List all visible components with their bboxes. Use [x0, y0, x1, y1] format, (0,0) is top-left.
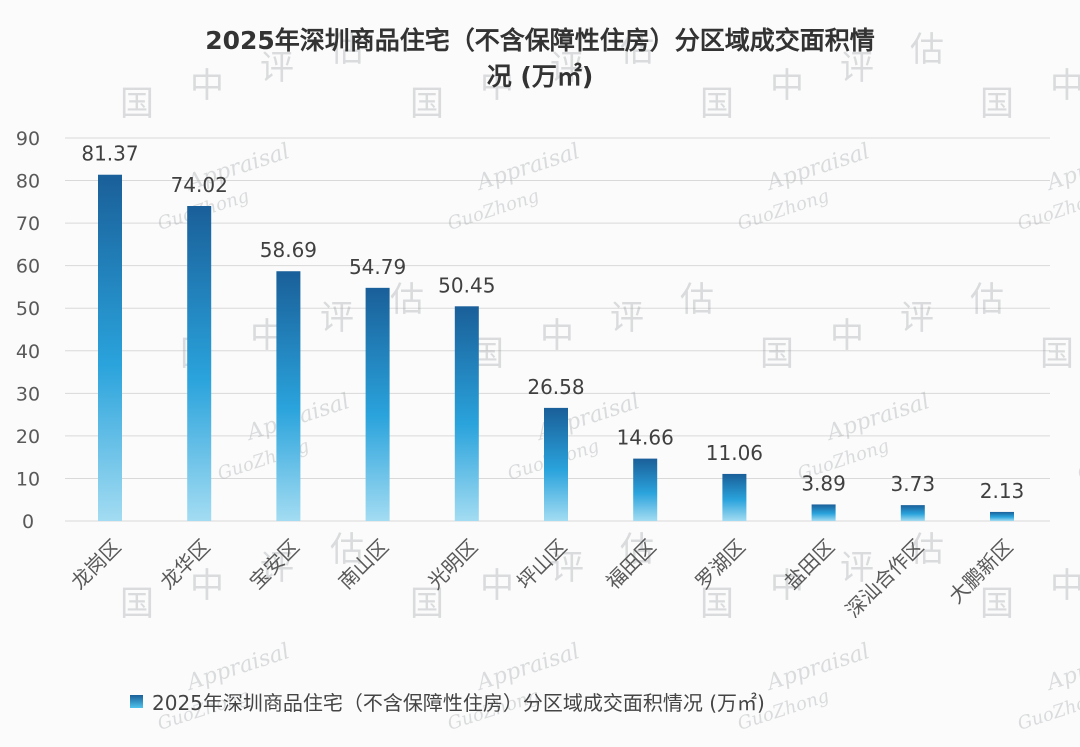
- bar: [990, 511, 1014, 521]
- y-tick-label: 0: [22, 511, 34, 533]
- bar: [633, 458, 658, 521]
- watermark-glyph: 估: [330, 30, 364, 70]
- y-tick-label: 20: [16, 426, 40, 448]
- chart-title-line-2: 况 (万㎡): [486, 62, 594, 91]
- watermark-glyph: 评: [320, 298, 354, 338]
- y-tick-label: 40: [16, 341, 40, 363]
- watermark-glyph: 评: [840, 548, 874, 588]
- bar: [276, 271, 301, 521]
- watermark-text: GuoZhong: [1075, 435, 1080, 484]
- watermark: 国中评估AppraisalGuoZhong国中评估AppraisalGuoZho…: [120, 30, 1080, 735]
- bar: [98, 174, 122, 521]
- watermark-glyph: 估: [330, 530, 364, 570]
- watermark-text: GuoZhong: [1015, 185, 1080, 234]
- bar: [454, 306, 479, 521]
- watermark-glyph: 国: [700, 84, 734, 124]
- watermark-glyph: 评: [550, 548, 584, 588]
- bar: [811, 504, 836, 521]
- watermark-glyph: 中: [1050, 66, 1080, 106]
- x-tick-label: 光明区: [423, 535, 482, 594]
- watermark-glyph: 评: [260, 48, 294, 88]
- gridlines: [65, 137, 1050, 522]
- watermark-glyph: 国: [120, 584, 154, 624]
- watermark-glyph: 中: [1050, 566, 1080, 606]
- bar: [544, 407, 568, 521]
- watermark-glyph: 中: [770, 66, 804, 106]
- watermark-glyph: 中: [190, 566, 224, 606]
- bar: [722, 473, 747, 521]
- y-tick-label: 90: [16, 128, 40, 150]
- watermark-glyph: 中: [190, 66, 224, 106]
- watermark-text: GuoZhong: [1015, 685, 1080, 734]
- watermark-glyph: 国: [410, 84, 444, 124]
- watermark-glyph: 估: [680, 280, 714, 320]
- data-label: 50.45: [438, 273, 495, 297]
- watermark-glyph: 评: [260, 548, 294, 588]
- watermark-glyph: 国: [760, 334, 794, 374]
- watermark-glyph: 估: [970, 280, 1004, 320]
- bar: [187, 206, 212, 521]
- y-axis: 0 10 20 30 40 50 60 70 80 90: [16, 128, 40, 533]
- watermark-glyph: 估: [620, 530, 654, 570]
- y-tick-label: 80: [16, 171, 40, 193]
- data-label: 3.89: [801, 471, 846, 495]
- watermark-glyph: 国: [1040, 334, 1074, 374]
- data-label: 58.69: [260, 238, 317, 262]
- watermark-glyph: 国: [980, 584, 1014, 624]
- watermark-glyph: 估: [390, 280, 424, 320]
- watermark-glyph: 中: [540, 316, 574, 356]
- y-tick-label: 30: [16, 383, 40, 405]
- data-label: 3.73: [891, 472, 936, 496]
- watermark-glyph: 评: [610, 298, 644, 338]
- data-label: 11.06: [706, 441, 763, 465]
- watermark-text: Appraisal: [1042, 639, 1080, 696]
- watermark-text: GuoZhong: [445, 185, 542, 234]
- watermark-glyph: 评: [840, 48, 874, 88]
- bars: [98, 174, 1014, 521]
- data-label: 54.79: [349, 255, 406, 279]
- watermark-glyph: 国: [120, 84, 154, 124]
- watermark-glyph: 国: [700, 584, 734, 624]
- watermark-glyph: 中: [480, 66, 514, 106]
- x-tick-label: 盐田区: [780, 535, 839, 594]
- y-tick-label: 50: [16, 298, 40, 320]
- watermark-glyph: 估: [910, 30, 944, 70]
- data-label: 14.66: [617, 426, 674, 450]
- y-tick-label: 60: [16, 256, 40, 278]
- data-label: 2.13: [980, 479, 1025, 503]
- bar: [900, 505, 925, 521]
- watermark-glyph: 中: [480, 566, 514, 606]
- watermark-text: GuoZhong: [735, 185, 832, 234]
- watermark-glyph: 中: [770, 566, 804, 606]
- chart-title-line-1: 2025年深圳商品住宅（不含保障性住房）分区域成交面积情: [205, 26, 875, 55]
- watermark-glyph: 评: [900, 298, 934, 338]
- watermark-glyph: 估: [910, 530, 944, 570]
- legend: 2025年深圳商品住宅（不含保障性住房）分区域成交面积情况 (万㎡): [130, 686, 765, 716]
- y-tick-label: 70: [16, 213, 40, 235]
- legend-label: 2025年深圳商品住宅（不含保障性住房）分区域成交面积情况 (万㎡): [152, 690, 765, 715]
- data-label: 26.58: [527, 375, 584, 399]
- x-tick-label: 龙岗区: [66, 535, 125, 594]
- watermark-glyph: 国: [980, 84, 1014, 124]
- legend-swatch: [130, 694, 143, 708]
- bar: [365, 287, 390, 521]
- watermark-glyph: 估: [620, 30, 654, 70]
- watermark-glyph: 评: [550, 48, 584, 88]
- data-label: 81.37: [81, 142, 138, 166]
- value-labels: 81.37 74.02 58.69 54.79 50.45 26.58 14.66 11.06…: [81, 142, 1024, 503]
- y-tick-label: 10: [16, 468, 40, 490]
- watermark-text: Appraisal: [1042, 139, 1080, 196]
- watermark-glyph: 中: [830, 316, 864, 356]
- watermark-glyph: 国: [410, 584, 444, 624]
- data-label: 74.02: [171, 173, 228, 197]
